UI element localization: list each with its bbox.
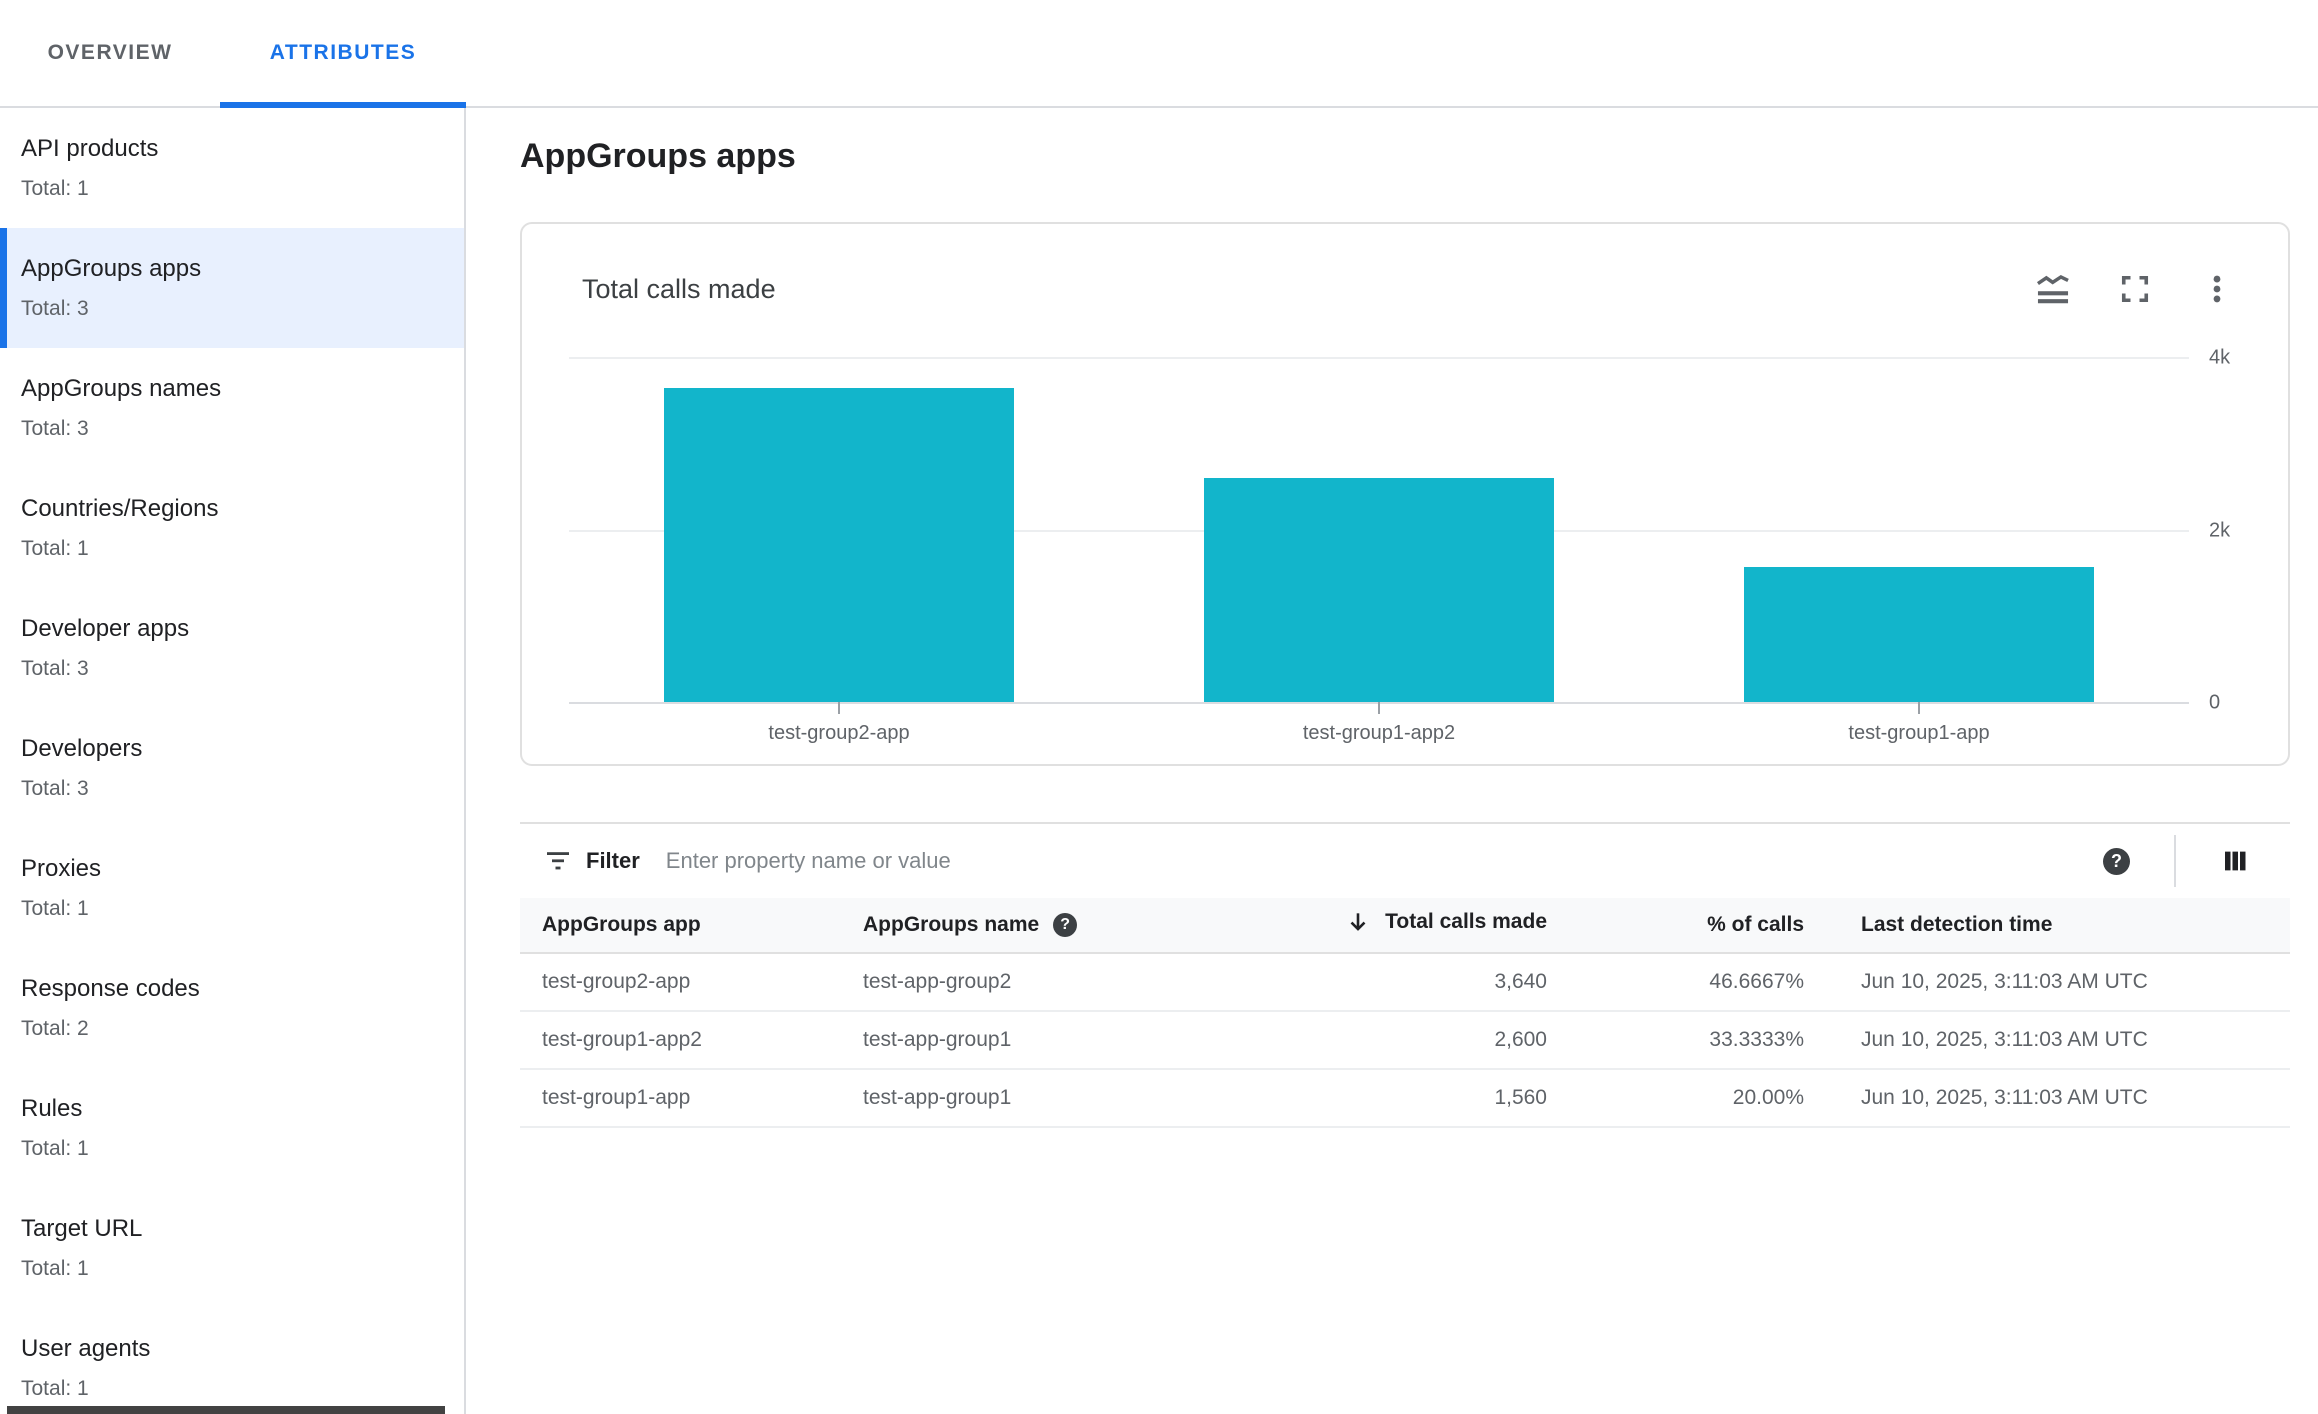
main-panel: AppGroups apps Total calls made xyxy=(466,108,2318,1414)
sidebar-item-total: Total: 3 xyxy=(21,657,89,680)
sidebar-item-appgroups-apps[interactable]: AppGroups apps Total: 3 xyxy=(0,228,464,348)
y-axis-tick-label: 4k xyxy=(2209,346,2231,369)
y-axis-tick-label: 0 xyxy=(2209,691,2221,714)
sidebar-item-target-url[interactable]: Target URL Total: 1 xyxy=(0,1188,464,1308)
table-cell: test-group2-app xyxy=(542,970,691,993)
bar-test-group1-app[interactable] xyxy=(1744,567,2094,702)
sidebar-item-label: Developers xyxy=(21,735,143,762)
table-cell: Jun 10, 2025, 3:11:03 AM UTC xyxy=(1861,970,2148,993)
table-cell: 33.3333% xyxy=(1709,1028,1804,1051)
table-cell: 1,560 xyxy=(1494,1086,1547,1109)
sidebar-item-developer-apps[interactable]: Developer apps Total: 3 xyxy=(0,588,464,708)
sidebar-item-label: Target URL xyxy=(21,1215,143,1242)
sidebar-item-total: Total: 1 xyxy=(21,897,89,920)
sidebar-item-label: AppGroups apps xyxy=(21,255,202,282)
page-title: AppGroups apps xyxy=(520,137,796,175)
bar-test-group2-app[interactable] xyxy=(664,388,1014,702)
table-cell: test-group1-app2 xyxy=(542,1028,702,1051)
table-cell: test-app-group2 xyxy=(863,970,1012,993)
chart-gridline xyxy=(569,357,2189,359)
x-axis-category-label: test-group1-app2 xyxy=(1302,722,1456,744)
table-row[interactable]: test-group2-app test-app-group2 3,640 46.66… xyxy=(520,953,2290,1011)
sidebar-item-label: Rules xyxy=(21,1095,83,1122)
sidebar-scrollbar[interactable] xyxy=(7,1406,445,1414)
tab-bar: OVERVIEW ATTRIBUTES xyxy=(0,0,2318,108)
sidebar-item-rules[interactable]: Rules Total: 1 xyxy=(0,1068,464,1188)
table-header-row: AppGroups app AppGroups name ? xyxy=(520,898,2290,954)
table-cell: 46.6667% xyxy=(1709,970,1804,993)
sidebar-item-appgroups-names[interactable]: AppGroups names Total: 3 xyxy=(0,348,464,468)
table-row[interactable]: test-group1-app test-app-group1 1,560 20.00… xyxy=(520,1069,2290,1127)
sidebar-item-proxies[interactable]: Proxies Total: 1 xyxy=(0,828,464,948)
sidebar-item-total: Total: 3 xyxy=(21,777,89,800)
sidebar-item-total: Total: 1 xyxy=(21,177,89,200)
sidebar-item-countries-regions[interactable]: Countries/Regions Total: 1 xyxy=(0,468,464,588)
sidebar-item-total: Total: 3 xyxy=(21,417,89,440)
area-chart-icon[interactable] xyxy=(2034,270,2072,308)
x-axis-tick xyxy=(838,702,840,714)
fullscreen-icon[interactable] xyxy=(2116,270,2154,308)
sidebar-item-total: Total: 3 xyxy=(21,297,89,320)
content-layout: API products Total: 1 AppGroups apps Total:… xyxy=(0,108,2318,1414)
x-axis-category-label: test-group1-app xyxy=(1848,722,1990,744)
sidebar-item-total: Total: 2 xyxy=(21,1017,89,1040)
tab-attributes[interactable]: ATTRIBUTES xyxy=(220,0,466,108)
sidebar-item-total: Total: 1 xyxy=(21,1377,89,1400)
col-header-label: Total calls made xyxy=(1385,910,1547,933)
sidebar-item-total: Total: 1 xyxy=(21,1137,89,1160)
col-header-pct-calls[interactable]: % of calls xyxy=(1547,898,1804,954)
filter-help-icon[interactable]: ? xyxy=(2103,847,2130,875)
table-row[interactable]: test-group1-app2 test-app-group1 2,600 33.3… xyxy=(520,1011,2290,1069)
filter-list-icon xyxy=(547,852,569,870)
sidebar-item-label: API products xyxy=(21,135,159,162)
sidebar-item-api-products[interactable]: API products Total: 1 xyxy=(0,108,464,228)
chart-card: Total calls made xyxy=(520,222,2290,766)
table-cell: Jun 10, 2025, 3:11:03 AM UTC xyxy=(1861,1086,2148,1109)
table-cell: test-group1-app xyxy=(542,1086,691,1109)
table-cell: 2,600 xyxy=(1494,1028,1547,1051)
column-help-icon[interactable]: ? xyxy=(1053,913,1078,937)
col-header-appgroups-name[interactable]: AppGroups name ? xyxy=(863,898,1263,954)
table-cell: 20.00% xyxy=(1732,1086,1804,1109)
toolbar-divider xyxy=(2174,835,2176,887)
sidebar-item-label: Developer apps xyxy=(21,615,190,642)
column-settings-icon[interactable] xyxy=(2220,846,2250,876)
filter-input[interactable] xyxy=(665,848,2103,874)
filter-toolbar: Filter ? xyxy=(520,822,2290,898)
col-header-label: AppGroups name xyxy=(863,913,1040,936)
sidebar-item-label: AppGroups names xyxy=(21,375,222,402)
filter-label: Filter xyxy=(586,848,640,873)
sidebar-item-developers[interactable]: Developers Total: 3 xyxy=(0,708,464,828)
sidebar-item-total: Total: 1 xyxy=(21,1257,89,1280)
sidebar-item-label: User agents xyxy=(21,1335,151,1362)
col-header-last-detection[interactable]: Last detection time xyxy=(1804,898,2290,954)
chart-title: Total calls made xyxy=(582,274,776,304)
table-section: Filter ? AppGroups app xyxy=(520,822,2290,1128)
bar-test-group1-app2[interactable] xyxy=(1204,478,1554,702)
table-cell: Jun 10, 2025, 3:11:03 AM UTC xyxy=(1861,1028,2148,1051)
y-axis-tick-label: 2k xyxy=(2209,519,2231,541)
attributes-table: AppGroups app AppGroups name ? xyxy=(520,898,2290,1128)
sidebar-item-label: Proxies xyxy=(21,855,102,882)
sidebar-item-user-agents[interactable]: User agents Total: 1 xyxy=(0,1308,464,1414)
sidebar-item-total: Total: 1 xyxy=(21,537,89,560)
x-axis-tick xyxy=(1378,702,1380,714)
sidebar-item-response-codes[interactable]: Response codes Total: 2 xyxy=(0,948,464,1068)
col-header-appgroups-app[interactable]: AppGroups app xyxy=(520,898,863,954)
table-cell: test-app-group1 xyxy=(863,1086,1012,1109)
x-axis-tick xyxy=(1918,702,1920,714)
more-vert-icon[interactable] xyxy=(2198,270,2236,308)
table-cell: test-app-group1 xyxy=(863,1028,1012,1051)
attributes-sidebar: API products Total: 1 AppGroups apps Total:… xyxy=(0,108,466,1414)
table-cell: 3,640 xyxy=(1494,970,1547,993)
tab-overview[interactable]: OVERVIEW xyxy=(47,41,173,64)
x-axis-category-label: test-group2-app xyxy=(768,722,910,744)
sort-desc-arrow-icon xyxy=(1350,913,1366,931)
sidebar-item-label: Countries/Regions xyxy=(21,495,219,522)
sidebar-item-label: Response codes xyxy=(21,975,200,1002)
chart-actions xyxy=(2034,270,2236,308)
col-header-total-calls[interactable]: Total calls made xyxy=(1263,898,1547,954)
